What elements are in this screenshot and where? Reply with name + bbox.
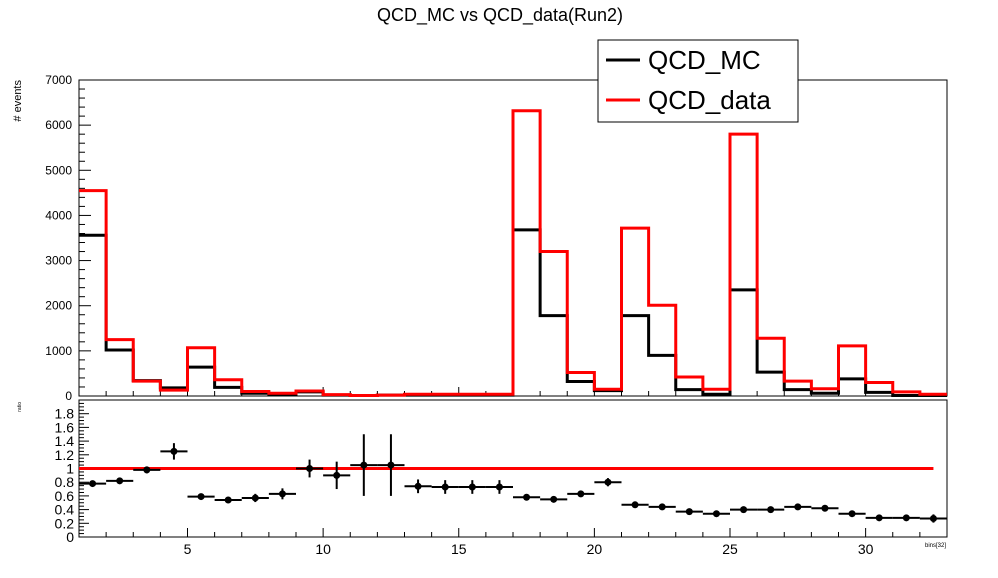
ratio-point (577, 490, 585, 498)
ratio-point (902, 514, 910, 522)
ratio-point (251, 494, 259, 502)
ratio-point (523, 493, 531, 501)
top-y-tick-label: 2000 (45, 299, 72, 313)
ratio-point (821, 504, 829, 512)
bottom-y-tick-label: 0.6 (55, 488, 75, 504)
ratio-point (550, 495, 558, 503)
ratio-point (360, 461, 368, 469)
x-tick-label: 20 (587, 541, 603, 557)
bottom-y-tick-label: 1.4 (55, 433, 75, 449)
legend-box (597, 39, 799, 123)
ratio-point (441, 483, 449, 491)
legend-label-QCD_MC: QCD_MC (648, 45, 761, 75)
bottom-y-tick-label: 1 (66, 461, 74, 477)
bottom-y-tick-label: 1.2 (55, 447, 75, 463)
legend: QCD_MC QCD_data (597, 39, 799, 123)
ratio-point (848, 510, 856, 518)
chart-title: QCD_MC vs QCD_data(Run2) (377, 5, 623, 26)
top-y-tick-label: 6000 (45, 118, 72, 132)
ratio-point (197, 493, 205, 501)
ratio-point (685, 508, 693, 516)
ratio-point (116, 477, 124, 485)
ratio-point (712, 510, 720, 518)
top-y-tick-label: 4000 (45, 208, 72, 222)
series-line-QCD_data (79, 109, 947, 398)
ratio-point (278, 490, 286, 498)
ratio-point (387, 461, 395, 469)
ratio-point (794, 503, 802, 511)
top-y-tick-label: 0 (65, 389, 72, 403)
ratio-point (740, 506, 748, 514)
bottom-panel (79, 434, 947, 523)
ratio-point (929, 515, 937, 523)
ratio-point (333, 471, 341, 479)
axis-frames: 5 10 15 20 25 3001000200030004000500060007000… (45, 73, 948, 557)
ratio-point (170, 447, 178, 455)
x-axis-label: bins[32] (925, 543, 946, 549)
legend-label-QCD_data: QCD_data (648, 85, 771, 115)
bottom-y-axis-label: ratio (17, 402, 23, 412)
top-panel (79, 109, 947, 398)
bottom-y-tick-label: 1.8 (55, 406, 75, 422)
top-y-axis-label: # events (12, 80, 24, 122)
bottom-y-tick-label: 0 (66, 529, 74, 545)
x-tick-label: 25 (722, 541, 738, 557)
ratio-point (306, 465, 314, 472)
x-tick-label: 15 (451, 541, 467, 557)
bottom-y-tick-label: 0.2 (55, 515, 75, 531)
top-y-tick-label: 7000 (45, 73, 72, 87)
bottom-y-tick-label: 1.6 (55, 419, 75, 435)
ratio-point (224, 496, 232, 504)
bottom-y-tick-label: 0.8 (55, 474, 75, 490)
ratio-point (658, 503, 666, 511)
x-tick-label: 10 (315, 541, 331, 557)
ratio-point (767, 506, 775, 514)
top-y-tick-label: 3000 (45, 254, 72, 268)
ratio-point (89, 480, 97, 488)
ratio-point (143, 466, 151, 474)
bottom-y-tick-label: 0.4 (55, 502, 75, 518)
x-tick-label: 5 (184, 541, 192, 557)
ratio-point (875, 514, 883, 522)
x-tick-label: 30 (858, 541, 874, 557)
ratio-point (468, 483, 476, 491)
ratio-point (495, 483, 503, 491)
ratio-point (414, 482, 422, 490)
top-y-tick-label: 5000 (45, 163, 72, 177)
ratio-point (631, 501, 639, 509)
ratio-point (604, 478, 612, 486)
top-y-tick-label: 1000 (45, 344, 72, 358)
